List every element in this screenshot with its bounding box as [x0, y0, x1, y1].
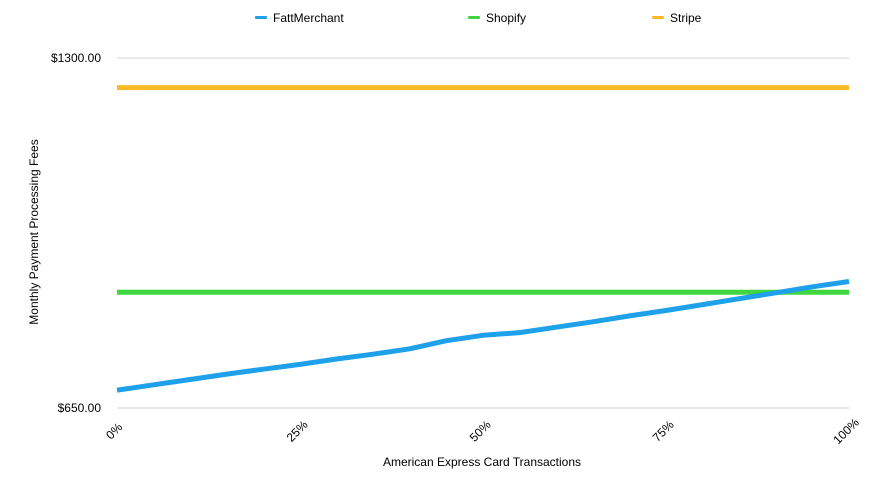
series-line-fattmerchant [116, 279, 850, 393]
legend-item-fattmerchant: FattMerchant [255, 11, 344, 25]
y-axis-title: Monthly Payment Processing Fees [27, 139, 41, 324]
legend-label: Shopify [486, 11, 526, 25]
x-tick-label: 75% [650, 418, 677, 445]
legend-swatch [652, 16, 664, 19]
y-tick-label: $650.00 [58, 401, 102, 415]
y-axis-ticks: $650.00 $1300.00 [51, 51, 101, 415]
legend: FattMerchant Shopify Stripe [255, 11, 702, 25]
x-axis-title: American Express Card Transactions [383, 455, 581, 469]
x-tick-label: 0% [103, 420, 125, 442]
legend-label: Stripe [670, 11, 702, 25]
legend-item-shopify: Shopify [468, 11, 526, 25]
legend-label: FattMerchant [273, 11, 344, 25]
x-axis-ticks: 0% 25% 50% 75% 100% [103, 415, 862, 447]
grid-lines [117, 57, 849, 409]
legend-swatch [255, 16, 267, 19]
x-tick-label: 50% [467, 418, 494, 445]
x-tick-label: 100% [830, 415, 862, 447]
x-tick-label: 25% [284, 418, 311, 445]
legend-swatch [468, 16, 480, 19]
y-tick-label: $1300.00 [51, 51, 101, 65]
series-lines [116, 85, 850, 393]
legend-item-stripe: Stripe [652, 11, 702, 25]
